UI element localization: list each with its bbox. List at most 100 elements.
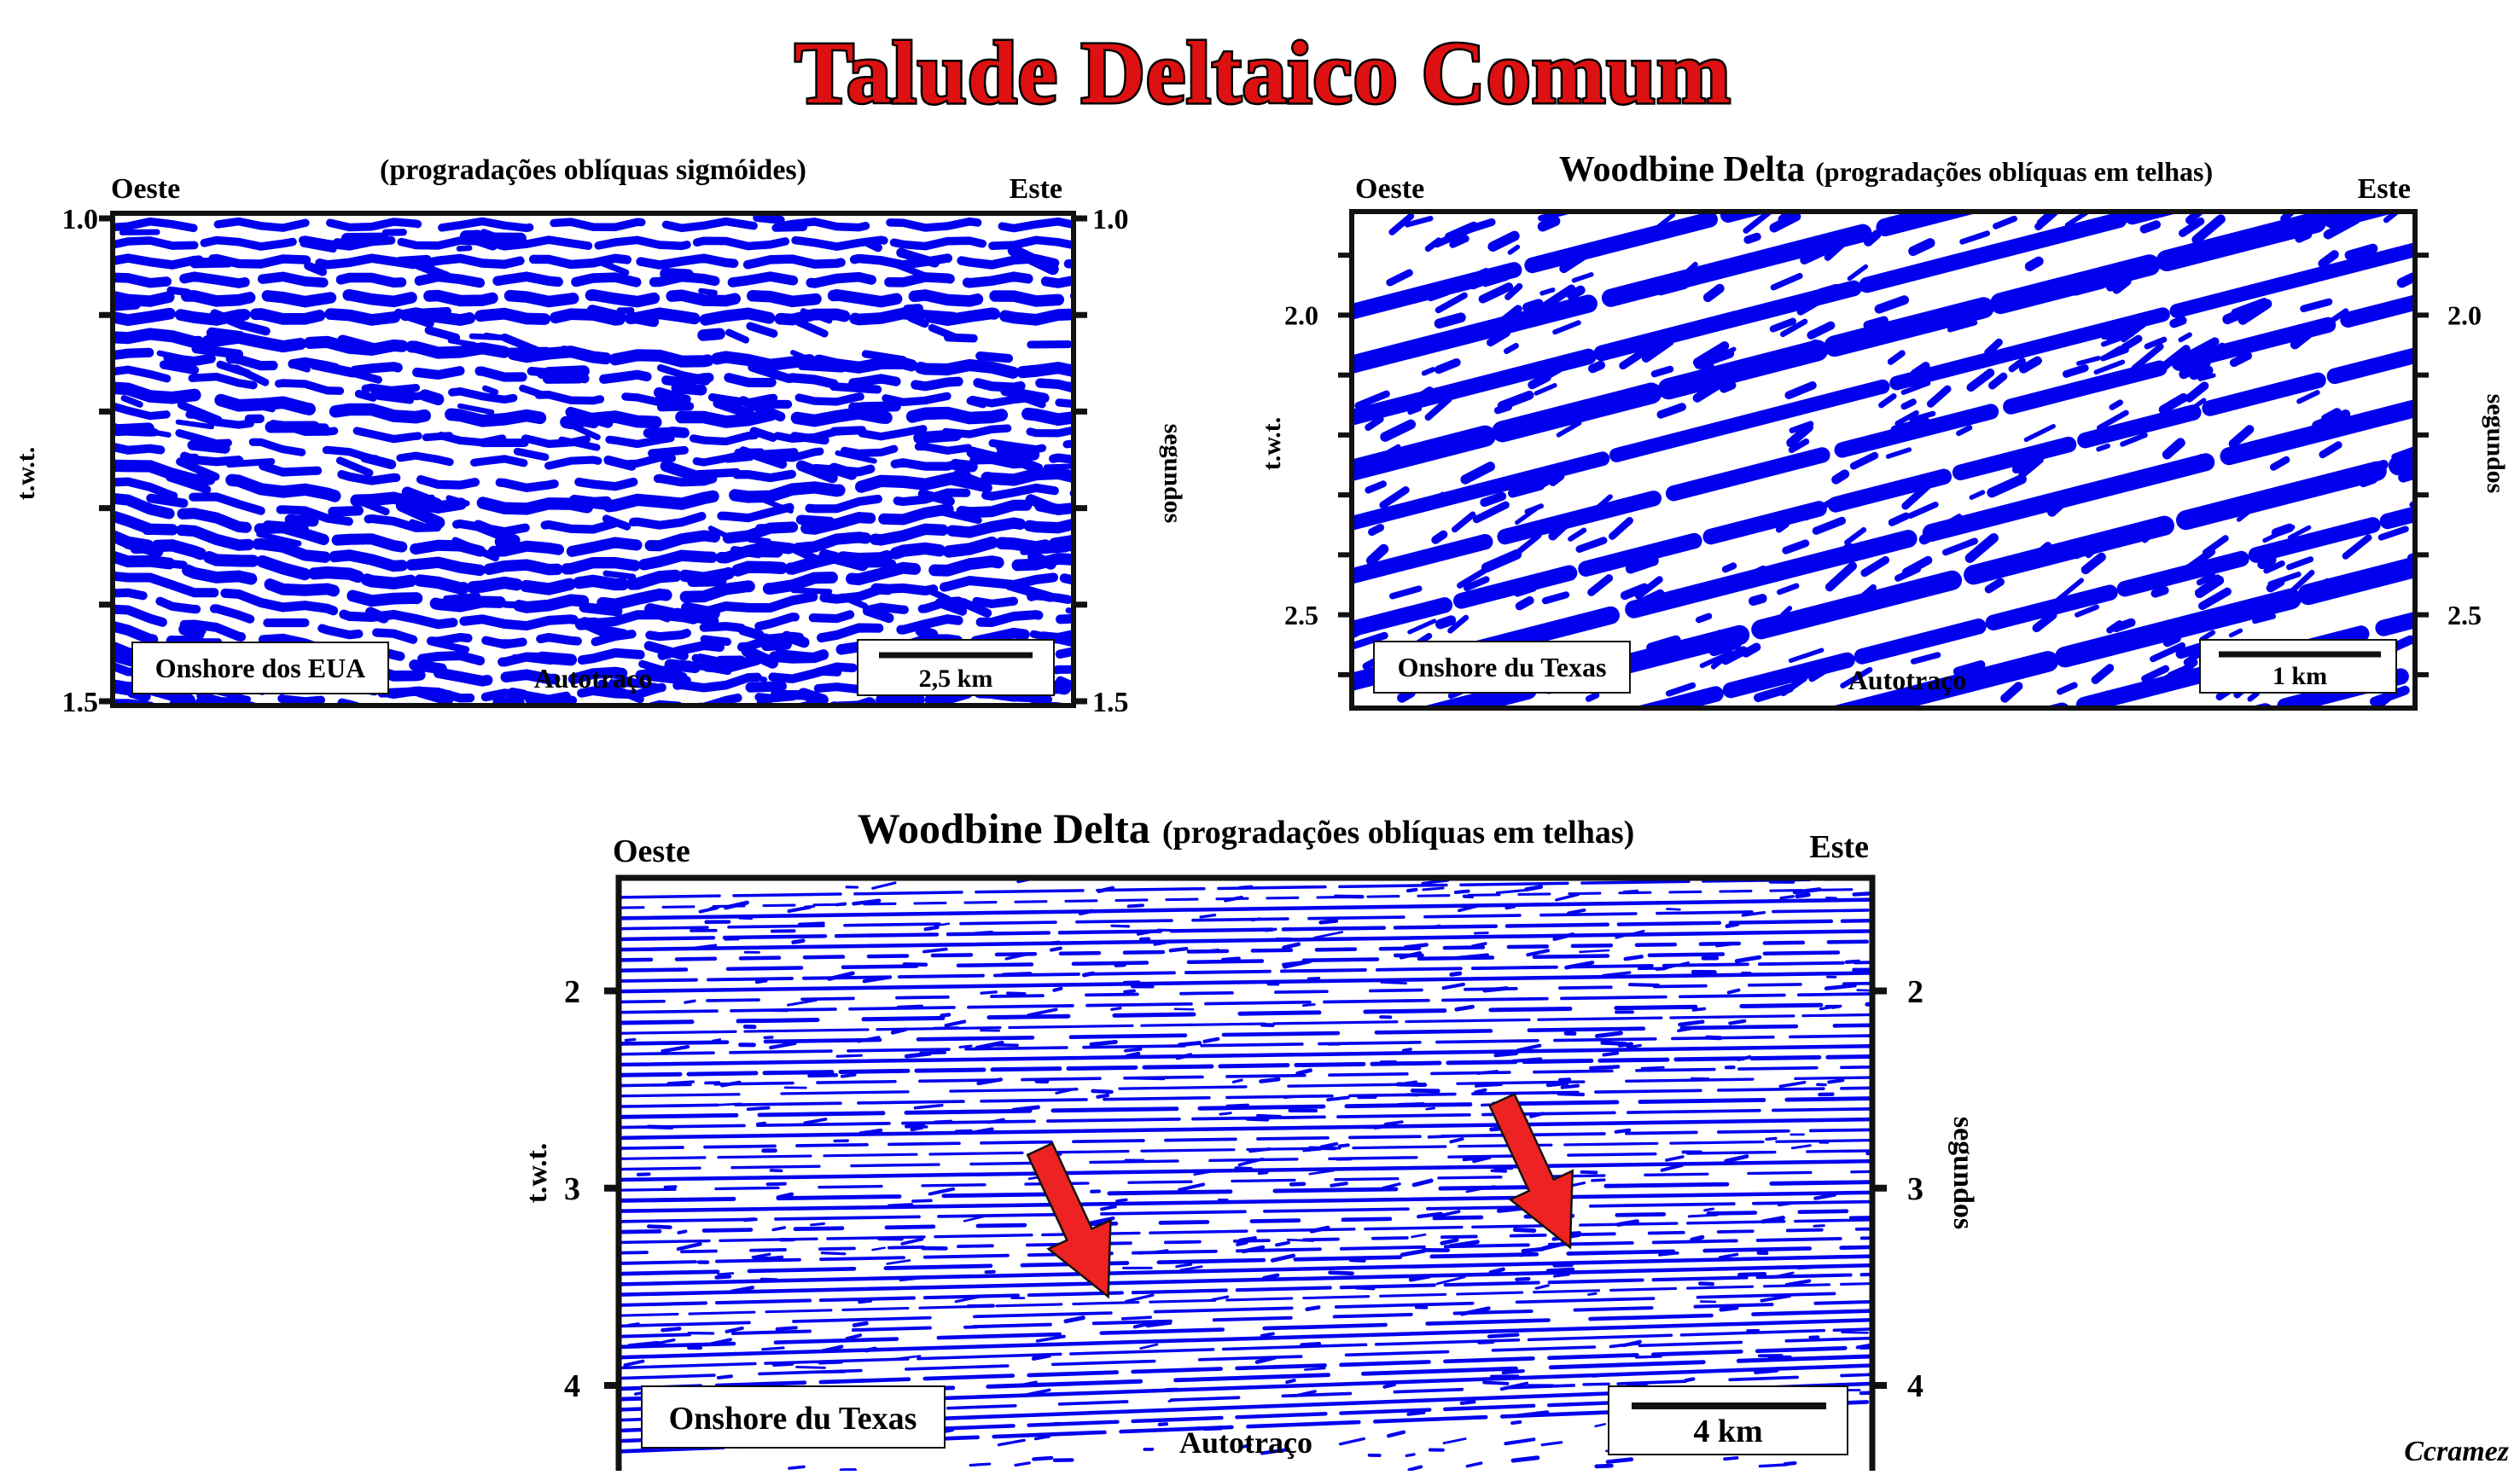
panel-2-reflector-fragment [1668,685,1692,693]
panel-1-reflector-fragment [728,457,751,460]
panel-2-reflector-fragment [1430,292,1446,297]
panel-2-reflector-fragment [1790,650,1821,660]
panel-3-reflector-fragment [1626,956,1642,959]
panel-2-reflector-fragment [1714,644,1737,651]
panel-3-reflector [613,1182,1878,1201]
panel-1-reflector-fragment [268,526,303,529]
panel-3-reflector-fragment [1797,895,1808,897]
panel-1-reflector-fragment [426,436,449,438]
panel-2-reflector-fragment [2005,686,2018,698]
panel-3-reflector-fragment [1513,1059,1540,1060]
panel-2-reflector-fragment [1651,641,1676,648]
panel-2-reflector-fragment [1655,369,1670,374]
panel-2-reflector-fragment [2096,362,2122,372]
panel-3-reflector-fragment [1543,1243,1566,1248]
panel-2-reflector-fragment [1904,402,1913,406]
panel-2-reflector-fragment [1493,236,1514,247]
panel-3-reflector-fragment [1341,1439,1365,1444]
panel-2-reflector-fragment [1868,235,1877,242]
panel-3-heading-bold: Woodbine Delta [858,804,1150,852]
panel-3-reflector-fragment [1008,993,1025,994]
panel-3-reflector-fragment [916,1106,942,1108]
panel-3-reflector-fragment [854,1323,866,1325]
panel-3-reflector-fragment [1528,950,1548,955]
panel-1-reflector-fragment [666,274,688,275]
panel-1-reflector-fragment [751,686,782,687]
panel-3-reflector-fragment [1721,1308,1737,1309]
panel-3-reflector-fragment [1542,1443,1562,1445]
panel-3-reflector-fragment [1457,1007,1473,1009]
panel-2-reflector-fragment [1465,467,1490,479]
panel-1-reflector-fragment [333,511,358,512]
panel-2-reflector-fragment [2381,529,2406,537]
panel-3-reflector [613,1109,1878,1128]
panel-1-reflector-fragment [1046,466,1074,467]
panel-2-reflector-fragment [2202,632,2213,639]
panel-1-reflector-fragment [124,398,140,404]
panel-2-reflector-fragment [1517,588,1533,593]
panel-3-right-tick-label: 2 [1907,974,1923,1010]
panel-1-reflector-fragment [459,248,469,249]
panel-3-reflector-fragment [1555,1265,1572,1266]
panel-2-reflector-fragment [2189,386,2204,398]
panel-2-reflector-fragment [2001,246,2011,250]
panel-1-reflector-fragment [418,265,447,276]
panel-2-reflector-fragment [1629,607,1637,611]
panel-3-reflector-fragment [1616,1130,1629,1132]
panel-3-reflector-fragment [1223,959,1238,960]
panel-3-reflector-fragment [1557,894,1579,899]
panel-3-reflector-fragment [1484,1383,1507,1384]
panel-3-reflector-fragment [1814,1226,1824,1227]
panel-3-reflector [613,910,1878,929]
panel-2-reflector-fragment [2379,696,2389,704]
panel-3-reflector-fragment [998,1440,1024,1444]
panel-2-reflector-fragment [1502,395,1529,405]
panel-2-reflector-fragment [1874,278,1888,282]
panel-1-left-tick-label: 1.5 [62,687,99,718]
panel-3-reflector-fragment [1642,1067,1663,1068]
panel-2-reflector-fragment [1699,616,1709,619]
panel-3-reflector-fragment [1592,1180,1604,1181]
panel-2-reflector-fragment [2271,582,2281,588]
panel-3-reflector-fragment [1160,1424,1167,1425]
panel-2-reflector-fragment [2234,356,2248,363]
panel-3-reflector-fragment [1266,929,1276,930]
panel-3-reflector-fragment [757,981,765,983]
panel-2-process-label: Autotraço [1848,665,1967,695]
panel-3-reflector-fragment [1123,1317,1151,1319]
panel-3-reflector-fragment [1127,1054,1138,1056]
panel-1-reflector [106,295,1080,302]
panel-2-reflector-fragment [2171,671,2181,676]
panel-3-reflector-fragment [1112,1008,1120,1010]
panel-3-reflector [613,1292,1878,1327]
panel-3-reflector-fragment [629,1323,638,1325]
panel-2-reflector-fragment [1891,353,1902,362]
panel-3-reflector-fragment [1760,1465,1786,1466]
panel-3-reflector-fragment [1084,973,1092,975]
panel-2-reflector-fragment [1746,647,1756,653]
panel-3-reflector-fragment [930,1189,953,1194]
panel-2-right-tick-label: 2.5 [2447,600,2482,630]
panel-2-reflector-fragment [2402,277,2412,282]
panel-1-reflector-fragment [290,520,313,521]
panel-2-reflector-fragment [1971,492,1982,497]
panel-2-reflector-fragment [1789,386,1813,395]
panel-3-reflector [613,1302,1878,1337]
panel-2-reflector-fragment [2168,638,2177,642]
panel-3-reflector-fragment [1660,1253,1678,1255]
panel-2-reflector-fragment [1385,424,1411,437]
panel-1-reflector-fragment [648,432,673,433]
panel-2-reflector-fragment [1774,217,1796,228]
panel-2-reflector-fragment [1580,541,1603,549]
panel-1-reflector-fragment [428,693,449,694]
panel-3-reflector-fragment [1444,1439,1465,1443]
panel-2-reflector-fragment [2167,443,2180,455]
panel-3-reflector-fragment [719,1104,741,1105]
panel-1-reflector-fragment [343,340,373,348]
panel-3-reflector-fragment [1405,945,1426,948]
panel-2-reflector-fragment [1868,321,1884,325]
panel-2-reflector-fragment [2026,427,2053,440]
panel-3-reflector-fragment [1409,1466,1421,1469]
panel-1-reflector-fragment [863,406,896,407]
panel-2-reflector-fragment [1786,543,1806,550]
